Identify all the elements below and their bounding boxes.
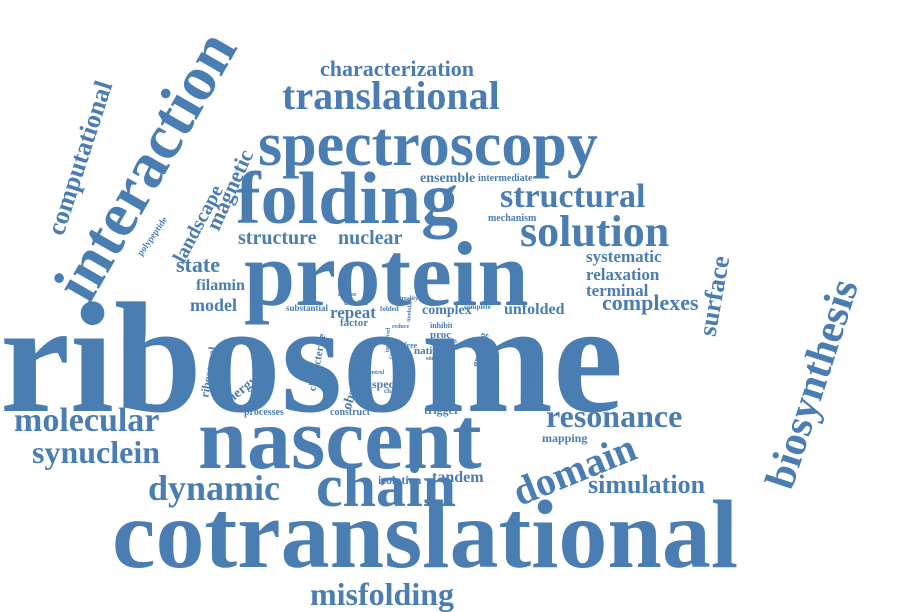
word-unfolded: unfolded <box>504 301 565 318</box>
word-structural: structural <box>500 178 646 215</box>
word-state: state <box>176 252 220 277</box>
word-nuclear: nuclear <box>338 227 403 249</box>
word-repeat: repeat <box>330 303 376 322</box>
word-complete: complete <box>464 303 491 311</box>
word-isolation: isolation <box>378 473 422 487</box>
word-proc: proc <box>430 329 452 341</box>
word-folding: folding <box>236 158 459 240</box>
word-quality: quality <box>400 296 419 302</box>
word-protein: protein <box>244 223 529 325</box>
word-free: free <box>404 341 418 350</box>
word-structure: structure <box>238 227 317 249</box>
word-systematic: systematic <box>586 247 662 266</box>
word-region: region <box>438 337 457 345</box>
word-synuclein: synuclein <box>32 434 161 470</box>
word-nascent: nascent <box>198 391 482 488</box>
word-intermediate: intermediate <box>478 173 533 184</box>
word-characterization: characterization <box>320 56 474 81</box>
word-mapping: mapping <box>542 431 588 445</box>
word-complex: complex <box>422 303 472 318</box>
word-dynamic: dynamic <box>148 468 281 508</box>
word-change: change <box>384 387 405 395</box>
word-improved: improved <box>384 327 392 353</box>
word-detailed: detailed <box>344 299 368 307</box>
word-construct: construct <box>330 407 370 418</box>
word-translational: translational <box>282 73 500 118</box>
word-processes: processes <box>244 407 284 418</box>
word-model: model <box>190 295 237 315</box>
word-trigger: trigger <box>424 403 460 417</box>
word-reduce: reduce <box>392 324 410 330</box>
word-misfolding: misfolding <box>310 576 455 612</box>
word-cotranslational: cotranslational <box>112 481 739 589</box>
word-surface: surface <box>692 253 735 339</box>
word-chain: chain <box>316 453 457 519</box>
word-specific: specific <box>372 377 410 391</box>
word-factor: factor <box>340 317 369 329</box>
word-residue: residue <box>338 292 357 298</box>
word-solution: solution <box>520 207 670 256</box>
word-biosynthesis: biosynthesis <box>756 273 868 495</box>
word-relaxation: relaxation <box>586 265 660 284</box>
word-spectroscopy: spectroscopy <box>258 111 598 179</box>
word-mechanism: mechanism <box>488 213 537 224</box>
word-substantial: substantial <box>286 303 329 313</box>
word-complexes: complexes <box>602 290 699 315</box>
word-tandem: tandem <box>432 469 484 486</box>
word-molecular: molecular <box>14 402 160 439</box>
word-ensemble: ensemble <box>420 171 476 186</box>
word-control: control <box>366 370 385 376</box>
word-folded: folded <box>380 305 399 313</box>
word-terminal: terminal <box>586 281 649 300</box>
word-native: native <box>414 345 443 357</box>
word-ribosome: ribosome <box>0 271 624 446</box>
word-resonance: resonance <box>546 398 683 434</box>
word-simulation: simulation <box>588 470 706 499</box>
word-simple: simple <box>426 356 443 362</box>
word-filamin: filamin <box>196 277 245 294</box>
word-inhibit: inhibit <box>430 321 453 330</box>
